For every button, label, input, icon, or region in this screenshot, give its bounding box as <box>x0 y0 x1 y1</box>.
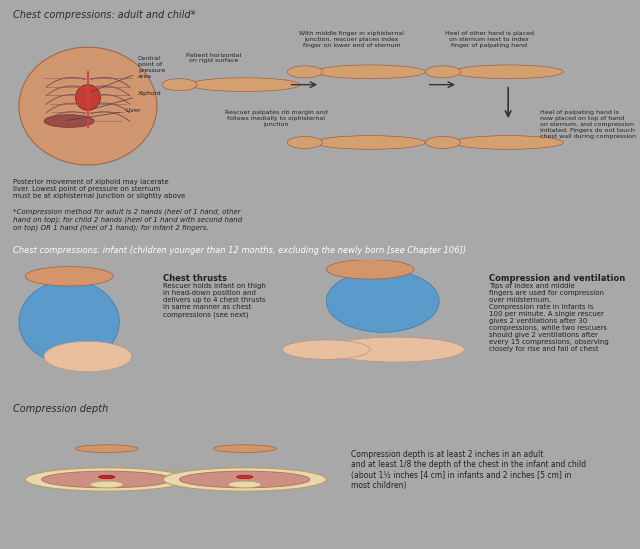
Circle shape <box>90 481 123 488</box>
Circle shape <box>228 481 261 488</box>
Circle shape <box>99 475 115 479</box>
Text: Chest compressions: adult and child*: Chest compressions: adult and child* <box>13 10 195 20</box>
Text: Chest thrusts: Chest thrusts <box>163 273 227 283</box>
Text: Tips of index and middle
fingers are used for compression
over midsternum.
Compr: Tips of index and middle fingers are use… <box>490 283 609 352</box>
Text: Liver: Liver <box>65 108 141 121</box>
Circle shape <box>326 260 414 279</box>
Text: Compression and ventilation: Compression and ventilation <box>490 273 625 283</box>
Text: Rescuer holds infant on thigh
in head-down position and
delivers up to 4 chest t: Rescuer holds infant on thigh in head-do… <box>163 283 266 318</box>
Circle shape <box>426 66 461 78</box>
Ellipse shape <box>453 65 563 79</box>
Ellipse shape <box>42 471 172 488</box>
Ellipse shape <box>213 445 276 452</box>
Circle shape <box>287 137 323 148</box>
Circle shape <box>25 267 113 286</box>
Ellipse shape <box>163 468 326 491</box>
Text: With middle finger in xiphisternal
junction, rescuer places index
finger on lowe: With middle finger in xiphisternal junct… <box>299 31 404 48</box>
Text: Patient horizontal
on rigid surface: Patient horizontal on rigid surface <box>186 53 241 63</box>
Ellipse shape <box>453 136 563 149</box>
Circle shape <box>237 475 253 479</box>
Ellipse shape <box>76 445 138 452</box>
Circle shape <box>162 79 197 91</box>
Ellipse shape <box>179 471 310 488</box>
Ellipse shape <box>76 85 100 110</box>
Ellipse shape <box>19 47 157 165</box>
Ellipse shape <box>44 341 132 372</box>
Text: Compression depth is at least 2 inches in an adult
and at least 1/8 the depth of: Compression depth is at least 2 inches i… <box>351 450 586 490</box>
Circle shape <box>426 137 461 148</box>
Ellipse shape <box>315 65 426 79</box>
Ellipse shape <box>189 78 300 92</box>
Text: Chest compressions: infant (children younger than 12 months, excluding the newly: Chest compressions: infant (children you… <box>13 247 466 255</box>
Text: Heel of other hand is placed
on sternum next to index
finger of palpating hand: Heel of other hand is placed on sternum … <box>445 31 534 48</box>
Ellipse shape <box>326 337 464 362</box>
Ellipse shape <box>326 270 439 332</box>
Circle shape <box>282 340 370 359</box>
Ellipse shape <box>25 468 188 491</box>
Ellipse shape <box>19 281 119 363</box>
Ellipse shape <box>315 136 426 149</box>
Text: Heel of palpating hand is
now placed on top of hand
on sternum, and compression
: Heel of palpating hand is now placed on … <box>540 110 636 138</box>
Text: *Compression method for adult is 2 hands (heel of 1 hand, other
hand on top); fo: *Compression method for adult is 2 hands… <box>13 209 242 231</box>
Text: Xiphoid: Xiphoid <box>91 91 162 110</box>
Ellipse shape <box>44 115 94 127</box>
Text: Posterior movement of xiphoid may lacerate
liver. Lowest point of pressure on st: Posterior movement of xiphoid may lacera… <box>13 179 185 199</box>
Circle shape <box>287 66 323 78</box>
Text: Rescuer palpates rib margin and
follows medially to xiphisternal
junction: Rescuer palpates rib margin and follows … <box>225 110 328 127</box>
Text: Compression depth: Compression depth <box>13 404 108 414</box>
Text: Central
point of
pressure
area: Central point of pressure area <box>90 57 165 92</box>
